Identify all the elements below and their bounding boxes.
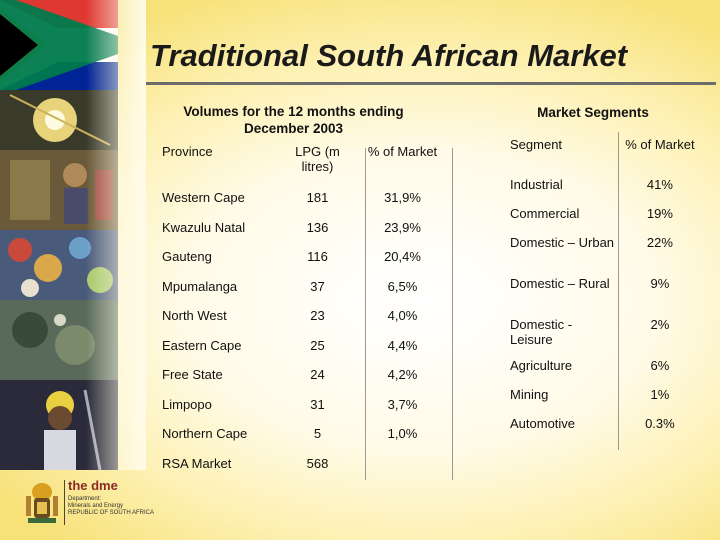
right-table-divider — [618, 132, 619, 450]
province-cell: Gauteng — [162, 249, 212, 264]
left-table-divider-1 — [365, 148, 366, 480]
percent-cell: 4,4% — [387, 337, 418, 353]
lpg-cell: 31 — [310, 396, 325, 412]
header-province: Province — [162, 144, 213, 159]
table-row: Domestic – Urban 22% — [502, 235, 696, 276]
province-cell: Limpopo — [162, 396, 212, 412]
table-row: Free State 24 4,2% — [156, 367, 450, 397]
percent-cell: 22% — [646, 235, 673, 250]
percent-cell: 23,9% — [384, 219, 421, 235]
logo-line2: Minerals and Energy — [68, 503, 124, 509]
header-lpg: LPG (m litres) — [295, 144, 340, 174]
table-total-row: RSA Market 568 — [156, 456, 450, 486]
segment-cell: Commercial — [510, 206, 580, 221]
lpg-cell: 136 — [306, 219, 329, 235]
segment-cell: Industrial — [510, 177, 563, 192]
segment-cell: Domestic – Urban — [510, 235, 615, 250]
percent-cell: 4,0% — [387, 308, 418, 323]
percent-cell: 1,0% — [387, 426, 418, 441]
segment-cell: Domestic – Rural — [510, 276, 610, 291]
coat-of-arms-icon — [26, 483, 58, 523]
lpg-cell: 37 — [310, 278, 325, 294]
province-cell: North West — [162, 308, 227, 323]
percent-cell: 0.3% — [645, 416, 675, 431]
table-row: Domestic - Leisure 2% — [502, 317, 696, 358]
logo-line1: Department: — [68, 496, 102, 502]
segment-cell: Mining — [510, 387, 549, 402]
province-cell: Western Cape — [162, 190, 245, 205]
segment-cell: Automotive — [510, 416, 576, 431]
province-cell: Kwazulu Natal — [162, 219, 246, 235]
left-table-divider-2 — [452, 148, 453, 480]
header-percent: % of Market — [625, 137, 695, 152]
segment-cell: Domestic - Leisure — [510, 317, 573, 347]
table-row: Agriculture 6% — [502, 358, 696, 387]
lpg-cell: 23 — [310, 308, 325, 323]
left-table-caption: Volumes for the 12 months ending Decembe… — [183, 104, 404, 136]
percent-cell: 2% — [650, 317, 670, 332]
percent-cell: 41% — [646, 177, 673, 192]
lpg-cell: 116 — [307, 249, 328, 264]
header-percent: % of Market — [367, 144, 438, 159]
province-cell: Northern Cape — [162, 426, 248, 441]
dme-logo: the dme Department: Minerals and Energy … — [0, 470, 160, 540]
table-row: Gauteng 116 20,4% — [156, 249, 450, 279]
percent-cell: 1% — [650, 387, 670, 402]
table-row: Mpumalanga 37 6,5% — [156, 279, 450, 309]
table-row: Mining 1% — [502, 387, 696, 416]
collage-fade — [86, 0, 146, 470]
percent-cell: 3,7% — [387, 396, 418, 412]
percent-cell: 6,5% — [387, 278, 418, 294]
table-header-row: Segment % of Market — [502, 137, 696, 177]
province-cell: Mpumalanga — [162, 278, 238, 294]
table-row: Northern Cape 5 1,0% — [156, 426, 450, 456]
lpg-cell: 181 — [306, 190, 329, 205]
logo-brand: the dme — [68, 478, 118, 493]
table-row: Western Cape 181 31,9% — [156, 190, 450, 220]
market-segments-table: Segment % of Market Industrial 41% Comme… — [502, 137, 696, 445]
province-cell: Eastern Cape — [162, 337, 242, 353]
table-row: Industrial 41% — [502, 177, 696, 206]
table-row: North West 23 4,0% — [156, 308, 450, 338]
table-row: Automotive 0.3% — [502, 416, 696, 445]
title-underline — [146, 82, 716, 85]
percent-cell: 19% — [646, 206, 673, 221]
table-header-row: Province LPG (m litres) % of Market — [156, 144, 450, 190]
slide-title: Traditional South African Market — [150, 38, 628, 73]
table-row: Commercial 19% — [502, 206, 696, 235]
table-row: Limpopo 31 3,7% — [156, 397, 450, 427]
logo-line3: REPUBLIC OF SOUTH AFRICA — [68, 510, 155, 516]
table-row: Domestic – Rural 9% — [502, 276, 696, 317]
total-label-cell: RSA Market — [162, 455, 232, 471]
percent-cell: 31,9% — [384, 190, 421, 205]
province-cell: Free State — [162, 367, 223, 382]
percent-cell: 4,2% — [387, 367, 418, 382]
segment-cell: Agriculture — [510, 358, 573, 373]
total-lpg-cell: 568 — [306, 455, 329, 471]
province-volumes-table: Province LPG (m litres) % of Market West… — [156, 144, 450, 485]
table-row: Eastern Cape 25 4,4% — [156, 338, 450, 368]
percent-cell: 6% — [650, 358, 670, 373]
lpg-cell: 24 — [310, 367, 325, 382]
right-table-caption: Market Segments — [537, 105, 649, 120]
lpg-cell: 25 — [310, 337, 325, 353]
header-segment: Segment — [510, 137, 563, 152]
lpg-cell: 5 — [313, 426, 322, 441]
percent-cell: 9% — [650, 276, 670, 291]
percent-cell: 20,4% — [384, 249, 421, 264]
table-row: Kwazulu Natal 136 23,9% — [156, 220, 450, 250]
total-percent-cell — [355, 456, 450, 486]
